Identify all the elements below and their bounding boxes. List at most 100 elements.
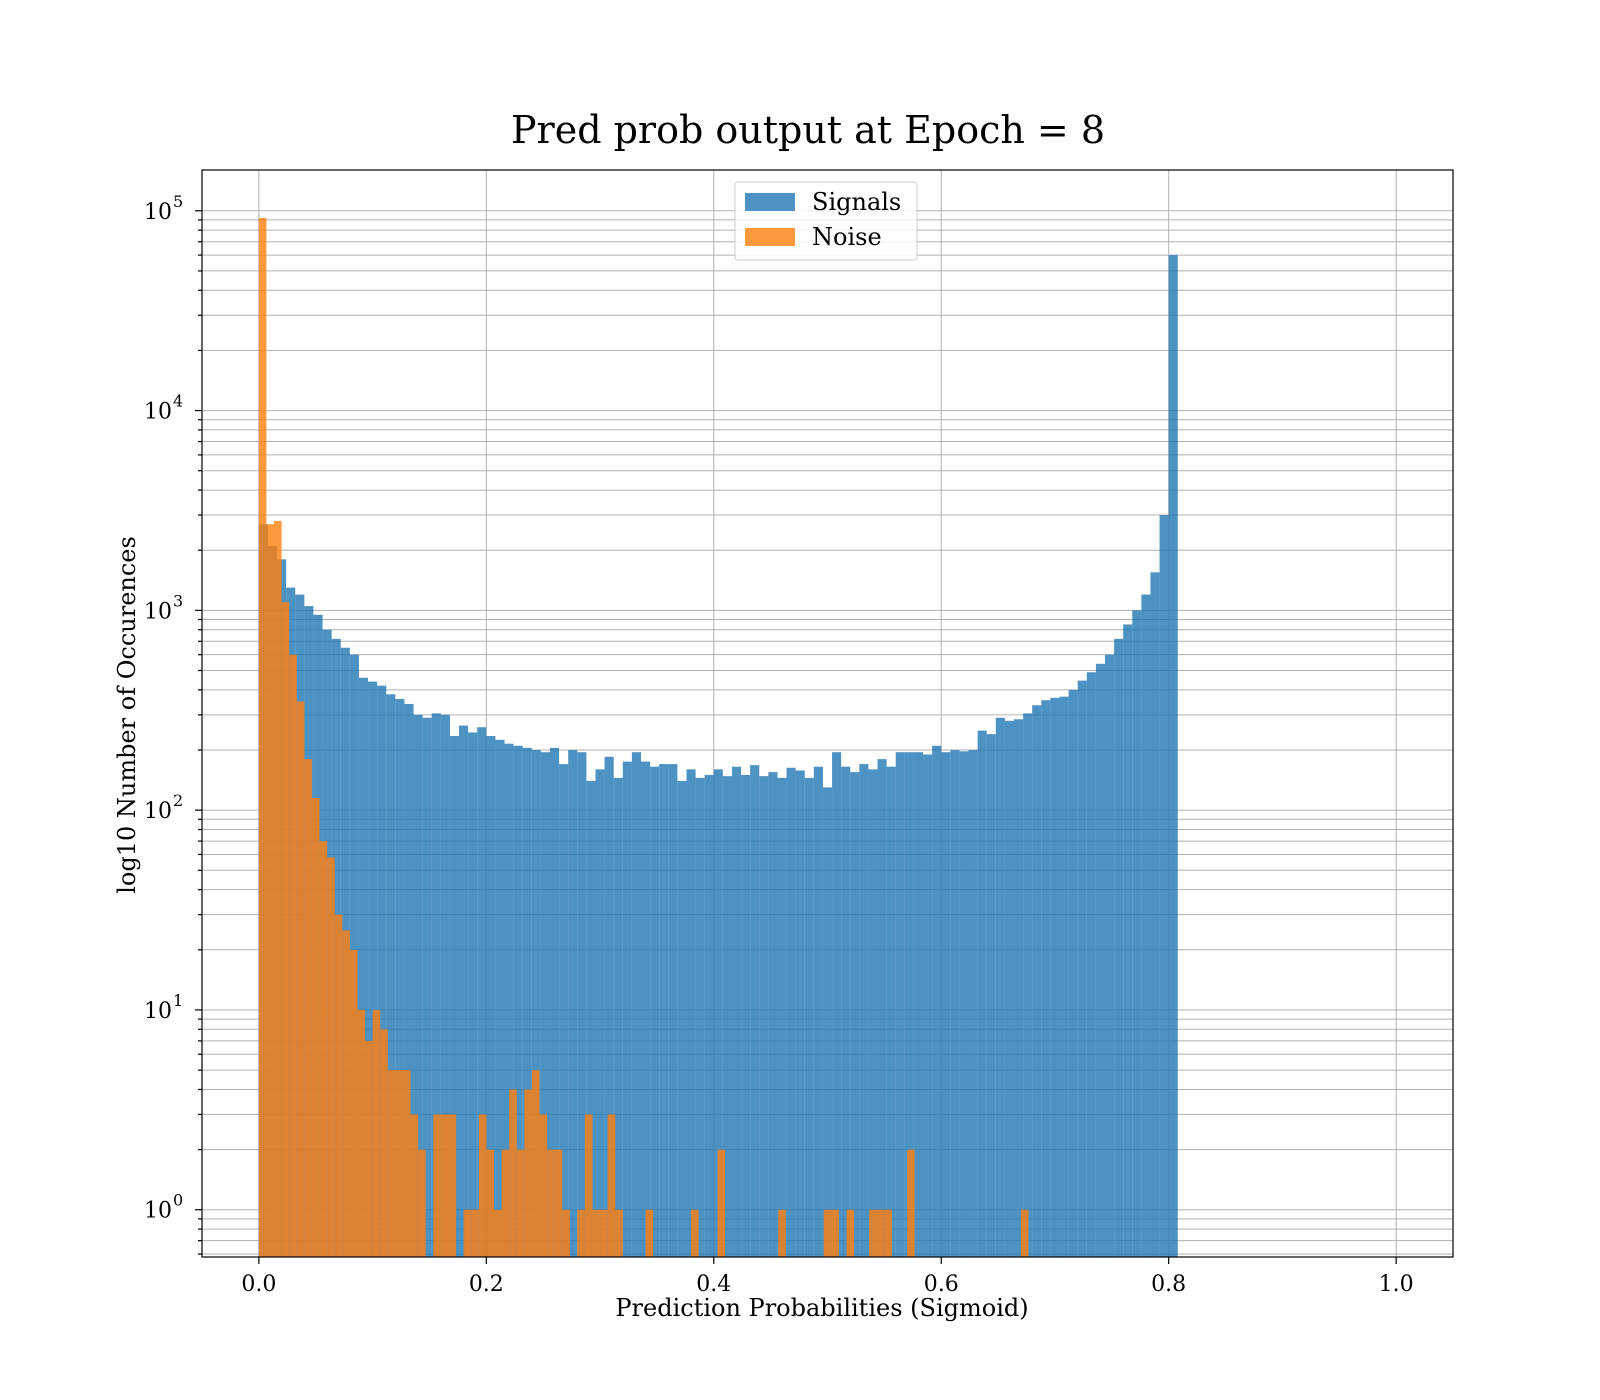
noise-bar (524, 1089, 532, 1257)
noise-bar (592, 1209, 601, 1257)
signals-bar (977, 730, 987, 1257)
signals-bar (895, 752, 905, 1257)
noise-bar (311, 798, 320, 1257)
noise-bar (289, 654, 297, 1257)
noise-bar (607, 1114, 616, 1257)
signals-bar (395, 699, 405, 1257)
signals-bar (786, 767, 796, 1257)
signals-bar (813, 766, 823, 1257)
y-tick-exponent: 2 (173, 791, 183, 810)
noise-bar (372, 1009, 381, 1257)
noise-bar (342, 930, 350, 1257)
signals-bar (449, 736, 460, 1257)
y-tick-exponent: 3 (173, 591, 183, 610)
signals-bar (613, 777, 623, 1257)
signals-bar (1123, 624, 1133, 1257)
noise-bar (395, 1070, 403, 1257)
signals-bar (713, 769, 723, 1257)
signals-bar (677, 780, 687, 1257)
noise-bar (577, 1209, 585, 1257)
signals-bar (486, 736, 496, 1257)
signals-bar (550, 747, 560, 1257)
signals-bar (640, 761, 651, 1257)
noise-bar (440, 1114, 449, 1257)
noise-bar (645, 1209, 654, 1257)
noise-bar (884, 1209, 892, 1257)
signals-bar (477, 727, 487, 1257)
signals-bar (659, 764, 669, 1257)
noise-bar (274, 521, 282, 1257)
signals-bar (1068, 689, 1078, 1257)
signals-bar (540, 752, 551, 1257)
signals-bar (513, 745, 523, 1257)
signals-bar (504, 743, 514, 1257)
noise-bar (831, 1209, 839, 1257)
noise-bar (448, 1114, 457, 1257)
signals-bar (1132, 610, 1142, 1257)
noise-bar (486, 1149, 495, 1257)
noise-bar (547, 1149, 555, 1257)
y-tick-label: 10 (144, 400, 172, 425)
noise-bar (471, 1209, 479, 1257)
noise-bar (296, 701, 305, 1257)
signals-bar (459, 725, 469, 1257)
noise-bar (509, 1089, 517, 1257)
signals-bar (1114, 638, 1124, 1257)
signals-bar (468, 732, 478, 1257)
signals-bar (950, 750, 960, 1257)
x-axis-ticks: 0.0 0.2 0.4 0.6 0.8 1.0 (241, 1257, 1414, 1297)
signals-bar (495, 739, 505, 1257)
signals-bar (995, 717, 1005, 1257)
signals-bar (741, 774, 751, 1257)
signals-bar (586, 780, 596, 1257)
noise-bar (327, 857, 335, 1257)
signals-bar (1023, 713, 1033, 1257)
signals-bar (358, 677, 369, 1257)
noise-bar (410, 1114, 419, 1257)
noise-bar (907, 1149, 915, 1257)
y-tick-label: 10 (144, 999, 172, 1024)
noise-bar (258, 218, 267, 1258)
signals-bar (386, 694, 396, 1257)
y-tick-label: 10 (144, 799, 172, 824)
signals-bar (377, 685, 387, 1257)
signals-bar (422, 717, 432, 1257)
legend-label-signals: Signals (812, 188, 901, 216)
noise-bar (717, 1149, 726, 1257)
x-tick-label: 0.4 (696, 1272, 731, 1297)
signals-bar (822, 787, 833, 1257)
noise-bar (691, 1209, 699, 1257)
noise-bar (478, 1114, 487, 1257)
noise-bars (258, 218, 1029, 1258)
signals-bar (1104, 654, 1115, 1257)
y-tick-exponent: 1 (173, 991, 183, 1010)
signals-bar (559, 764, 569, 1257)
y-tick-label: 10 (144, 1199, 172, 1224)
x-tick-label: 0.6 (924, 1272, 959, 1297)
noise-bar (334, 914, 343, 1257)
legend-swatch-noise (745, 228, 795, 246)
noise-bar (531, 1070, 540, 1257)
signals-bar (904, 752, 914, 1257)
legend: Signals Noise (734, 181, 918, 261)
signals-bar (604, 756, 614, 1257)
noise-bar (402, 1070, 411, 1257)
signals-bar (1077, 680, 1087, 1257)
signals-bar (1095, 663, 1105, 1257)
signals-bar (841, 766, 851, 1257)
signals-bar (750, 765, 760, 1257)
noise-bar (418, 1149, 426, 1257)
x-tick-label: 0.8 (1151, 1272, 1186, 1297)
signals-bar (1032, 705, 1042, 1257)
signals-bar (440, 714, 450, 1257)
legend-label-noise: Noise (812, 223, 882, 251)
signals-bar (1041, 700, 1051, 1257)
noise-bar (869, 1209, 877, 1257)
signals-bar (531, 750, 541, 1257)
signals-bar (1141, 594, 1151, 1257)
signals-bar (731, 766, 742, 1257)
x-tick-label: 0.2 (469, 1272, 504, 1297)
signals-bar (650, 766, 660, 1257)
signals-bar (577, 752, 587, 1257)
